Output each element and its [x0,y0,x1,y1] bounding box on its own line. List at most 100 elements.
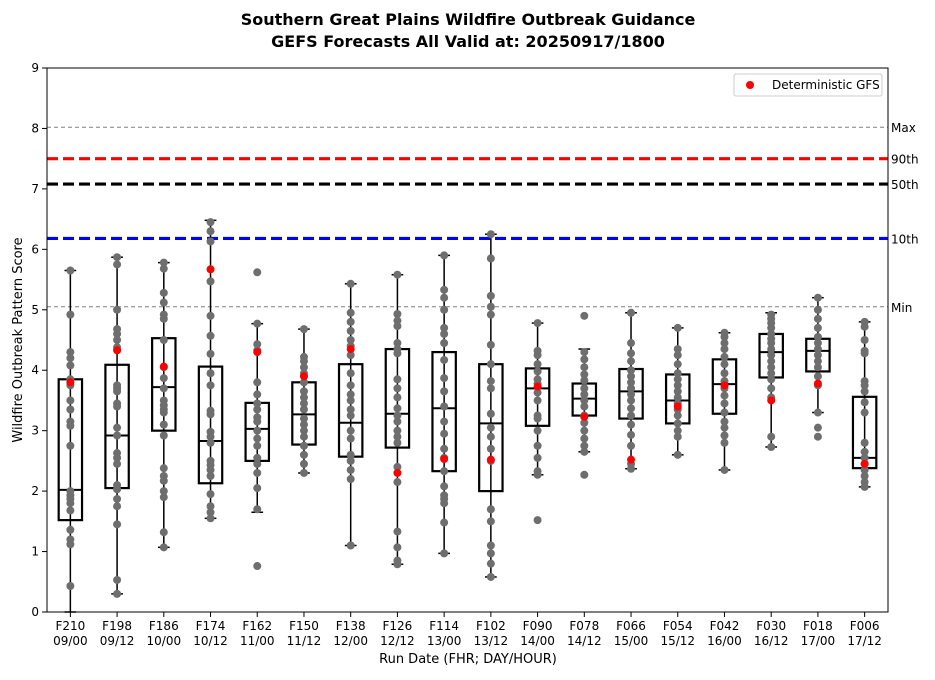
ensemble-member-point [627,430,636,439]
ensemble-member-point [253,413,262,422]
ensemble-member-point [627,349,636,358]
ensemble-member-point [580,363,589,372]
ensemble-member-point [440,293,449,302]
x-tick-label-fhr: F138 [336,619,366,633]
ensemble-member-point [533,426,542,435]
ensemble-member-point [159,264,168,273]
ensemble-member-point [440,387,449,396]
ensemble-member-point [393,556,402,565]
y-tick-label: 6 [31,242,39,256]
ensemble-member-point [627,372,636,381]
ensemble-member-point [486,302,495,311]
x-tick-label-day: 14/00 [520,634,555,648]
ensemble-member-point [860,317,869,326]
ensemble-member-point [580,384,589,393]
ensemble-member-point [253,468,262,477]
ensemble-member-point [440,374,449,383]
ensemble-member-point [113,494,122,503]
ensemble-member-point [720,417,729,426]
ensemble-member-point [720,345,729,354]
ensemble-member-point [206,438,215,447]
ensemble-member-point [299,393,308,402]
ensemble-member-point [580,370,589,379]
ensemble-member-point [159,420,168,429]
deterministic-gfs-point [159,362,168,371]
x-tick-label-day: 15/12 [660,634,695,648]
ensemble-member-point [440,482,449,491]
x-tick-label-fhr: F150 [289,619,319,633]
chart-subtitle: GEFS Forecasts All Valid at: 20250917/18… [271,32,665,51]
ensemble-member-point [627,366,636,375]
ensemble-member-point [393,270,402,279]
legend-deterministic-label: Deterministic GFS [772,78,880,92]
y-axis-label: Wildfire Outbreak Pattern Score [11,237,26,442]
ensemble-member-point [253,562,262,571]
y-tick-label: 9 [31,61,39,75]
ensemble-member-point [580,402,589,411]
ensemble-member-point [627,384,636,393]
x-tick-label-fhr: F078 [569,619,599,633]
ensemble-member-point [440,417,449,426]
reference-label-10th: 10th [891,232,919,246]
ensemble-member-point [813,323,822,332]
ensemble-member-point [813,332,822,341]
ensemble-member-point [860,472,869,480]
ensemble-member-point [486,291,495,300]
x-tick-label-day: 10/12 [193,634,228,648]
ensemble-member-point [440,305,449,314]
ensemble-member-point [299,459,308,468]
ensemble-member-point [673,351,682,360]
ensemble-member-point [299,468,308,477]
ensemble-member-point [720,360,729,369]
ensemble-member-point [580,418,589,427]
x-tick-label-fhr: F042 [710,619,740,633]
legend-deterministic-marker [746,81,754,89]
ensemble-member-point [486,432,495,441]
ensemble-member-point [580,390,589,399]
y-tick-label: 0 [31,605,39,619]
ensemble-member-point [113,253,122,262]
ensemble-member-point [206,406,215,415]
ensemble-member-point [393,404,402,413]
x-tick-label-fhr: F210 [55,619,85,633]
ensemble-member-point [159,384,168,393]
ensemble-member-point [346,279,355,288]
ensemble-member-point [486,340,495,349]
ensemble-member-point [767,442,776,451]
ensemble-member-point [159,374,168,383]
ensemble-member-point [580,426,589,435]
x-tick-label-fhr: F102 [476,619,506,633]
y-tick-label: 5 [31,303,39,317]
ensemble-member-point [673,393,682,402]
ensemble-member-point [767,351,776,360]
y-tick-label: 8 [31,121,39,135]
ensemble-member-point [159,288,168,297]
ensemble-member-point [253,340,262,349]
ensemble-member-point [767,345,776,354]
ensemble-member-point [393,384,402,393]
ensemble-member-point [159,431,168,440]
ensemble-member-point [580,470,589,479]
ensemble-member-point [813,305,822,314]
ensemble-member-point [113,260,122,269]
ensemble-member-point [720,423,729,432]
ensemble-member-point [113,399,122,408]
ensemble-member-point [346,465,355,474]
ensemble-member-point [533,453,542,462]
ensemble-member-point [206,311,215,320]
ensemble-member-point [440,355,449,364]
ensemble-member-point [393,426,402,435]
ensemble-member-point [206,490,215,499]
ensemble-member-point [860,438,869,447]
ensemble-member-point [860,377,869,386]
ensemble-member-point [66,348,75,357]
x-tick-label-day: 12/12 [380,634,415,648]
ensemble-member-point [720,438,729,447]
ensemble-member-point [813,408,822,417]
ensemble-member-point [299,378,308,387]
ensemble-member-point [440,323,449,332]
deterministic-gfs-point [673,402,682,411]
y-tick-label: 2 [31,484,39,498]
ensemble-member-point [533,319,542,328]
